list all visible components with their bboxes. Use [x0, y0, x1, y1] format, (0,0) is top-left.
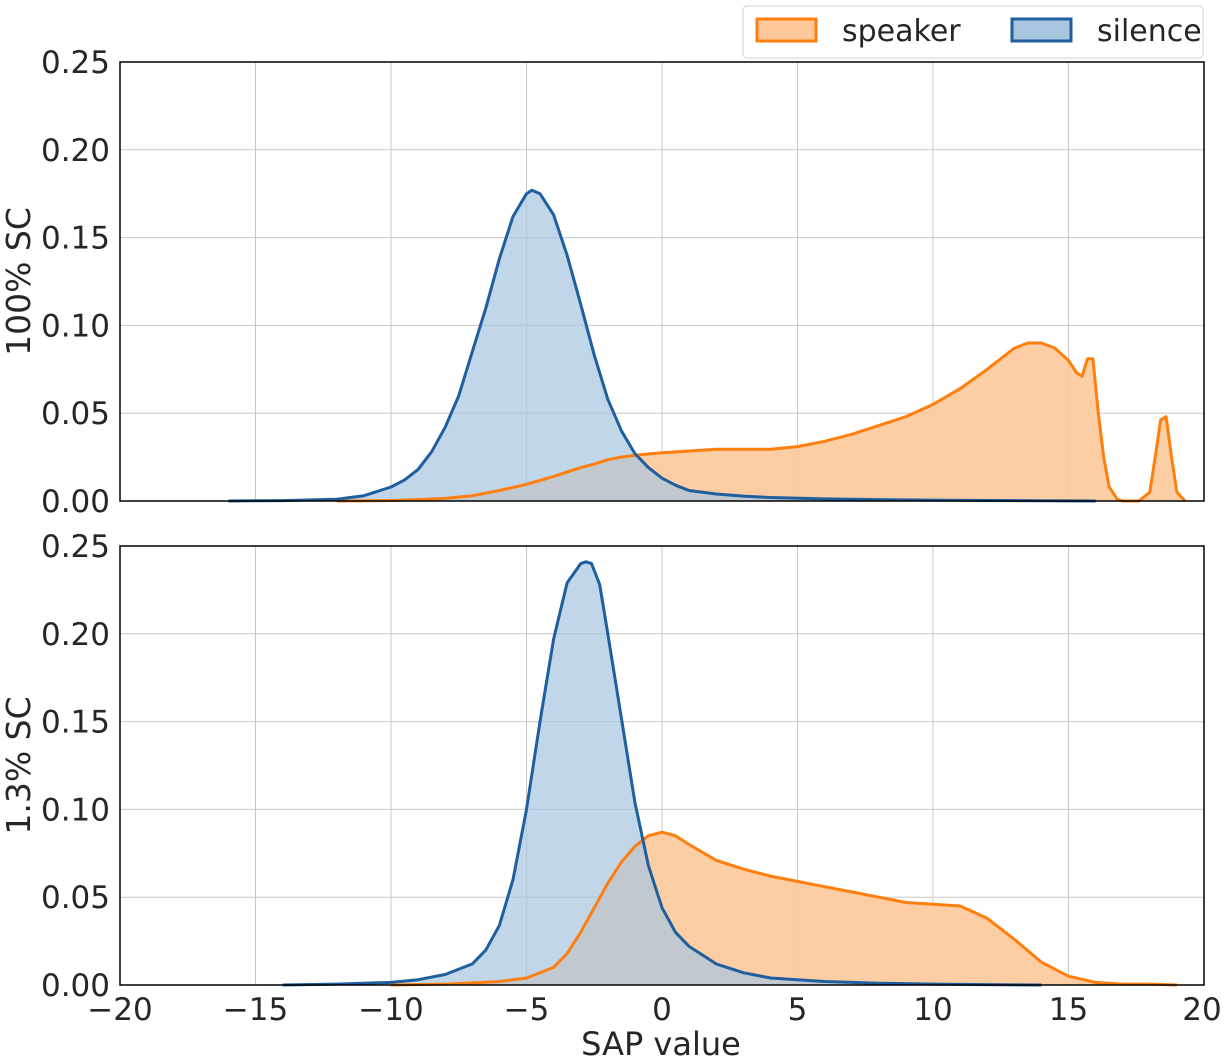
y-tick-label: 0.10: [41, 792, 110, 828]
y-tick-label: 0.15: [41, 221, 110, 257]
silence-line: [282, 560, 1042, 987]
speaker-line: [390, 830, 1177, 987]
x-tick-label: −5: [504, 992, 550, 1028]
panel-100-sc: 0.00 0.05 0.10 0.15 0.20 0.25 100% SC: [0, 45, 1205, 520]
y-tick-label: 0.25: [41, 45, 110, 81]
y-axis-label: 1.3% SC: [0, 696, 38, 834]
x-tick-label: 10: [913, 992, 952, 1028]
x-tick-label: −20: [87, 992, 152, 1028]
speaker-legend-label: speaker: [842, 14, 961, 49]
x-tick-label: −15: [223, 992, 288, 1028]
panel-1-3-sc: 0.00 0.05 0.10 0.15 0.20 0.25 1.3% SC −20 −15 −10…: [0, 529, 1222, 1028]
speaker-area: [336, 343, 1185, 501]
silence-line: [228, 188, 1096, 503]
y-tick-label: 0.05: [41, 396, 110, 432]
plot-frame: [119, 545, 1205, 986]
y-tick-label: 0.00: [41, 484, 110, 520]
x-axis-label: SAP value: [581, 1025, 741, 1060]
x-tick-label: −10: [358, 992, 423, 1028]
speaker-legend-swatch: [755, 17, 818, 43]
y-tick-label: 0.05: [41, 880, 110, 916]
legend: speaker silence: [742, 5, 1204, 59]
x-tick-label: 5: [788, 992, 808, 1028]
y-tick-label: 0.20: [41, 133, 110, 169]
x-tick-label: 15: [1049, 992, 1088, 1028]
y-tick-label: 0.10: [41, 308, 110, 344]
y-tick-label: 0.20: [41, 617, 110, 653]
silence-legend-swatch: [1010, 17, 1073, 43]
legend-frame: [742, 5, 1204, 59]
silence-legend-label: silence: [1097, 14, 1202, 49]
y-tick-label: 0.15: [41, 705, 110, 741]
x-tick-label: 0: [652, 992, 672, 1028]
y-tick-label: 0.25: [41, 529, 110, 565]
plot-frame: [119, 61, 1205, 502]
y-axis-label: 100% SC: [0, 207, 38, 356]
x-tick-label: 20: [1182, 992, 1221, 1028]
y-tick-label: 0.00: [41, 968, 110, 1004]
